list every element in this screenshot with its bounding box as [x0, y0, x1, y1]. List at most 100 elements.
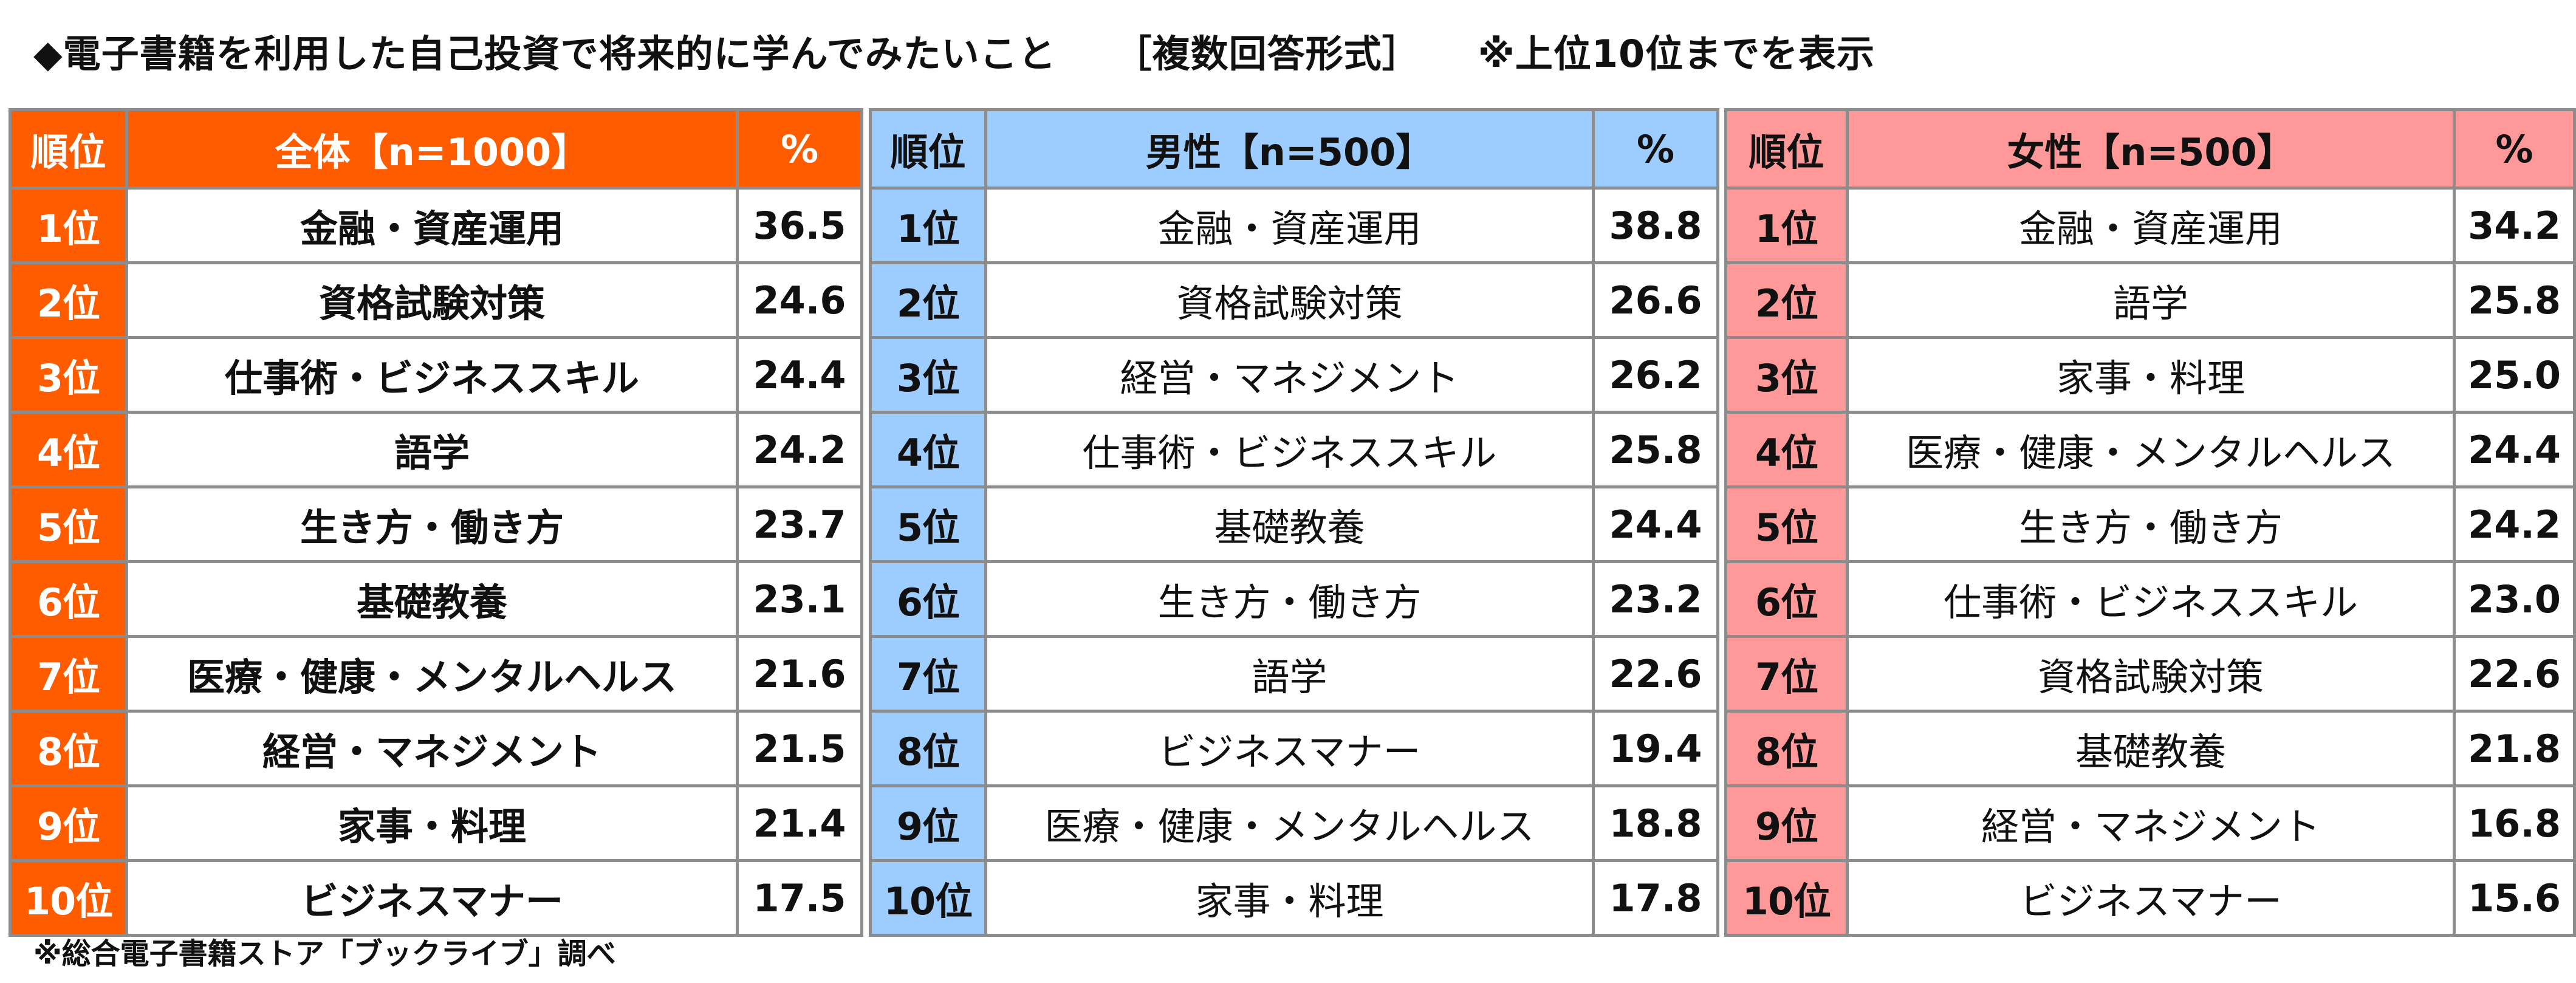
item-cell: 金融・資産運用: [1845, 187, 2456, 264]
percent-cell: 15.6: [2453, 859, 2576, 937]
table-row: 3位 仕事術・ビジネススキル 24.4: [9, 336, 863, 414]
rank-cell: 8位: [869, 710, 987, 787]
item-cell: 資格試験対策: [984, 261, 1595, 339]
rank-cell: 4位: [869, 411, 987, 488]
percent-cell: 22.6: [2453, 635, 2576, 713]
percent-cell: 22.6: [1592, 635, 1719, 713]
ranking-table-female: 順位 女性【n=500】 % 1位 金融・資産運用 34.2 2位 語学 25.8 3位 家事…: [1724, 108, 2576, 937]
rank-cell: 2位: [1724, 261, 1849, 339]
item-cell: 仕事術・ビジネススキル: [984, 411, 1595, 488]
table-row: 5位 生き方・働き方 24.2: [1724, 485, 2576, 563]
percent-cell: 25.0: [2453, 336, 2576, 414]
percent-cell: 24.6: [736, 261, 863, 339]
rank-cell: 9位: [9, 784, 128, 862]
percent-cell: 24.2: [736, 411, 863, 488]
table-row: 6位 仕事術・ビジネススキル 23.0: [1724, 560, 2576, 638]
table-row: 6位 基礎教養 23.1: [9, 560, 863, 638]
percent-cell: 23.0: [2453, 560, 2576, 638]
table-row: 8位 ビジネスマナー 19.4: [869, 710, 1719, 787]
percent-cell: 25.8: [1592, 411, 1719, 488]
rank-cell: 10位: [1724, 859, 1849, 937]
table-row: 2位 資格試験対策 26.6: [869, 261, 1719, 339]
percent-cell: 17.8: [1592, 859, 1719, 937]
table-row: 1位 金融・資産運用 34.2: [1724, 187, 2576, 264]
percent-cell: 25.8: [2453, 261, 2576, 339]
rank-cell: 6位: [9, 560, 128, 638]
table-row: 10位 ビジネスマナー 17.5: [9, 859, 863, 937]
item-cell: 経営・マネジメント: [984, 336, 1595, 414]
table-row: 4位 医療・健康・メンタルヘルス 24.4: [1724, 411, 2576, 488]
percent-cell: 23.7: [736, 485, 863, 563]
item-cell: 家事・料理: [125, 784, 739, 862]
ranking-table-all: 順位 全体【n=1000】 % 1位 金融・資産運用 36.5 2位 資格試験対策 24.…: [9, 108, 863, 937]
percent-cell: 17.5: [736, 859, 863, 937]
header-rank: 順位: [869, 108, 987, 190]
header-group: 全体【n=1000】: [125, 108, 739, 190]
rank-cell: 1位: [1724, 187, 1849, 264]
item-cell: 医療・健康・メンタルヘルス: [984, 784, 1595, 862]
table-row: 5位 基礎教養 24.4: [869, 485, 1719, 563]
table-row: 10位 家事・料理 17.8: [869, 859, 1719, 937]
table-row: 2位 資格試験対策 24.6: [9, 261, 863, 339]
rank-cell: 7位: [869, 635, 987, 713]
percent-cell: 34.2: [2453, 187, 2576, 264]
percent-cell: 24.2: [2453, 485, 2576, 563]
item-cell: 家事・料理: [984, 859, 1595, 937]
table-row: 2位 語学 25.8: [1724, 261, 2576, 339]
rank-cell: 8位: [1724, 710, 1849, 787]
table-row: 5位 生き方・働き方 23.7: [9, 485, 863, 563]
table-row: 8位 経営・マネジメント 21.5: [9, 710, 863, 787]
rank-cell: 1位: [9, 187, 128, 264]
table-row: 4位 仕事術・ビジネススキル 25.8: [869, 411, 1719, 488]
rank-cell: 5位: [1724, 485, 1849, 563]
rank-cell: 7位: [9, 635, 128, 713]
table-row: 7位 語学 22.6: [869, 635, 1719, 713]
item-cell: 仕事術・ビジネススキル: [1845, 560, 2456, 638]
source-note: ※総合電子書籍ストア「ブックライブ」調べ: [33, 937, 616, 971]
item-cell: 生き方・働き方: [984, 560, 1595, 638]
item-cell: 仕事術・ビジネススキル: [125, 336, 739, 414]
table-row: 3位 家事・料理 25.0: [1724, 336, 2576, 414]
rank-cell: 3位: [869, 336, 987, 414]
rank-cell: 4位: [9, 411, 128, 488]
table-row: 3位 経営・マネジメント 26.2: [869, 336, 1719, 414]
rank-cell: 1位: [869, 187, 987, 264]
percent-cell: 21.6: [736, 635, 863, 713]
table-header-row: 順位 女性【n=500】 %: [1724, 108, 2576, 190]
percent-cell: 38.8: [1592, 187, 1719, 264]
percent-cell: 23.1: [736, 560, 863, 638]
rank-cell: 3位: [9, 336, 128, 414]
item-cell: 生き方・働き方: [1845, 485, 2456, 563]
percent-cell: 24.4: [1592, 485, 1719, 563]
item-cell: 医療・健康・メンタルヘルス: [1845, 411, 2456, 488]
rank-cell: 5位: [9, 485, 128, 563]
title-note: ※上位10位までを表示: [1478, 32, 1875, 76]
percent-cell: 18.8: [1592, 784, 1719, 862]
table-row: 1位 金融・資産運用 36.5: [9, 187, 863, 264]
item-cell: ビジネスマナー: [984, 710, 1595, 787]
table-row: 7位 医療・健康・メンタルヘルス 21.6: [9, 635, 863, 713]
rank-cell: 10位: [869, 859, 987, 937]
item-cell: 金融・資産運用: [125, 187, 739, 264]
percent-cell: 26.6: [1592, 261, 1719, 339]
table-row: 9位 経営・マネジメント 16.8: [1724, 784, 2576, 862]
item-cell: 語学: [125, 411, 739, 488]
percent-cell: 19.4: [1592, 710, 1719, 787]
item-cell: 基礎教養: [984, 485, 1595, 563]
percent-cell: 24.4: [736, 336, 863, 414]
percent-cell: 23.2: [1592, 560, 1719, 638]
rank-cell: 3位: [1724, 336, 1849, 414]
item-cell: 経営・マネジメント: [125, 710, 739, 787]
rank-cell: 8位: [9, 710, 128, 787]
ranking-table-male: 順位 男性【n=500】 % 1位 金融・資産運用 38.8 2位 資格試験対策 26.6…: [869, 108, 1719, 937]
rank-cell: 2位: [869, 261, 987, 339]
rank-cell: 6位: [1724, 560, 1849, 638]
table-row: 9位 医療・健康・メンタルヘルス 18.8: [869, 784, 1719, 862]
percent-cell: 21.4: [736, 784, 863, 862]
table-row: 10位 ビジネスマナー 15.6: [1724, 859, 2576, 937]
item-cell: 資格試験対策: [1845, 635, 2456, 713]
table-row: 4位 語学 24.2: [9, 411, 863, 488]
item-cell: 基礎教養: [1845, 710, 2456, 787]
item-cell: 医療・健康・メンタルヘルス: [125, 635, 739, 713]
item-cell: 資格試験対策: [125, 261, 739, 339]
